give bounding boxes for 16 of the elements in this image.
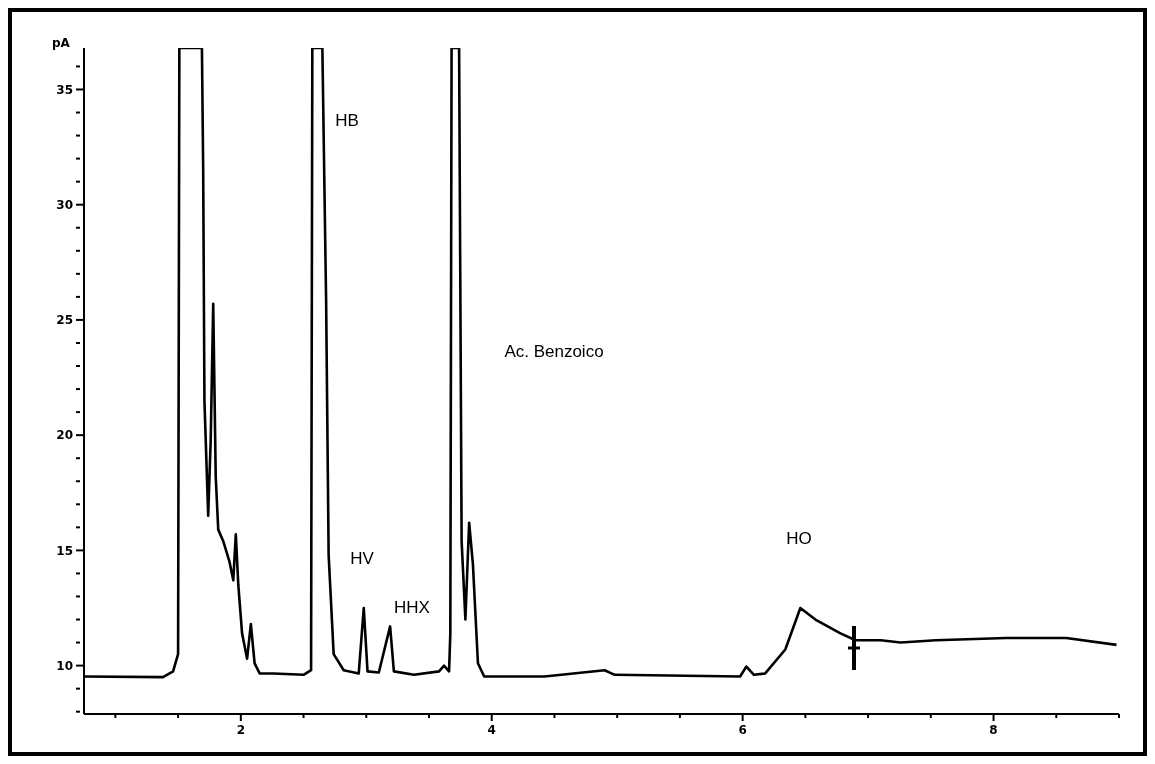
y-tick-label: 25: [56, 313, 73, 328]
annotation: HHX: [394, 598, 430, 618]
x-tick-label: 2: [236, 723, 245, 737]
x-tick-label: 4: [487, 723, 496, 737]
y-tick-label: 20: [56, 428, 73, 443]
y-tick-label: 15: [56, 543, 73, 558]
annotation: Ac. Benzoico: [504, 342, 604, 362]
x-tick-label: 8: [989, 723, 998, 737]
y-tick-label: 35: [56, 82, 73, 97]
y-tick-label: 30: [56, 197, 73, 212]
y-tick-label: 10: [56, 658, 73, 673]
annotation: HB: [335, 111, 359, 131]
y-axis-title: pA: [52, 36, 70, 50]
annotation: HV: [350, 549, 374, 569]
annotation: HO: [786, 529, 812, 549]
x-tick-label: 6: [738, 723, 747, 737]
